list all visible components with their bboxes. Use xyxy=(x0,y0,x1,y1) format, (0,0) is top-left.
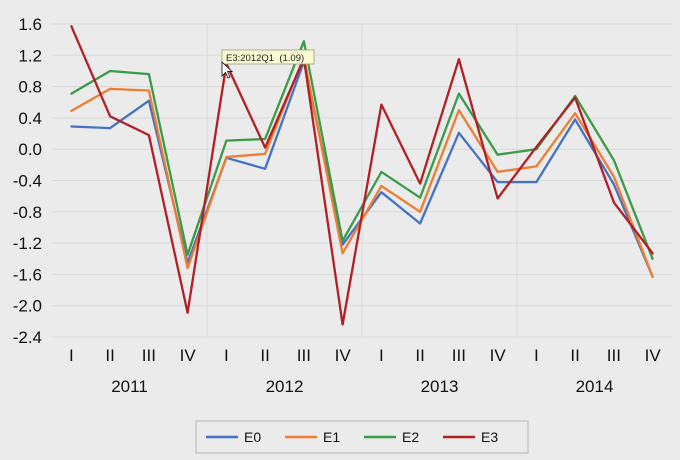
y-tick-label: -1.2 xyxy=(13,234,42,253)
tooltip-box xyxy=(221,49,315,65)
x-tick-label: IV xyxy=(180,346,197,365)
y-tick-label: 1.6 xyxy=(18,15,42,34)
x-tick-label: II xyxy=(570,346,579,365)
x-tick-label: I xyxy=(69,346,74,365)
x-year-label: 2011 xyxy=(111,377,148,396)
x-tick-label: I xyxy=(379,346,384,365)
tooltip-text: E3:2012Q1 (1.09) xyxy=(226,53,304,64)
x-axis-year-labels: 2011 2012 2013 2014 xyxy=(111,377,613,396)
year-separators xyxy=(206,24,518,337)
x-tick-label: II xyxy=(105,346,114,365)
x-tick-label: III xyxy=(452,346,466,365)
x-tick-label: IV xyxy=(335,346,352,365)
x-tick-label: IV xyxy=(490,346,507,365)
legend-label-e1: E1 xyxy=(323,429,340,445)
legend-label-e3: E3 xyxy=(481,429,498,445)
series-line-e3 xyxy=(70,25,654,326)
x-tick-label: II xyxy=(260,346,269,365)
y-tick-label: 0.8 xyxy=(18,78,42,97)
x-tick-label: IV xyxy=(645,346,662,365)
y-tick-label: 0.0 xyxy=(18,140,42,159)
x-year-label: 2014 xyxy=(576,377,614,396)
x-tick-label: I xyxy=(224,346,229,365)
x-tick-label: II xyxy=(415,346,424,365)
y-tick-label: -2.0 xyxy=(13,297,42,316)
series-lines xyxy=(70,25,654,326)
legend-label-e2: E2 xyxy=(402,429,419,445)
x-axis-tick-labels: I II III IV I II III IV I II III IV I II III IV xyxy=(69,346,661,365)
y-tick-label: -0.4 xyxy=(13,172,42,191)
x-year-label: 2013 xyxy=(421,377,459,396)
x-tick-label: III xyxy=(607,346,621,365)
y-tick-label: -1.6 xyxy=(13,265,42,284)
y-tick-label: -0.8 xyxy=(13,203,42,222)
legend-label-e0: E0 xyxy=(244,429,261,445)
y-tick-label: -2.4 xyxy=(13,328,42,347)
x-tick-label: III xyxy=(142,346,156,365)
y-tick-label: 0.4 xyxy=(18,109,42,128)
data-tooltip: E3:2012Q1 (1.09) xyxy=(221,49,315,65)
legend: E0 E1 E2 E3 xyxy=(195,420,529,454)
y-tick-label: 1.2 xyxy=(18,46,42,65)
x-year-label: 2012 xyxy=(266,377,304,396)
x-tick-label: I xyxy=(534,346,539,365)
x-tick-label: III xyxy=(297,346,311,365)
mouse-cursor-icon xyxy=(221,60,234,79)
y-axis-tick-labels: 1.6 1.2 0.8 0.4 0.0 -0.4 -0.8 -1.2 -1.6 -2.0 -2.4 xyxy=(13,15,42,347)
